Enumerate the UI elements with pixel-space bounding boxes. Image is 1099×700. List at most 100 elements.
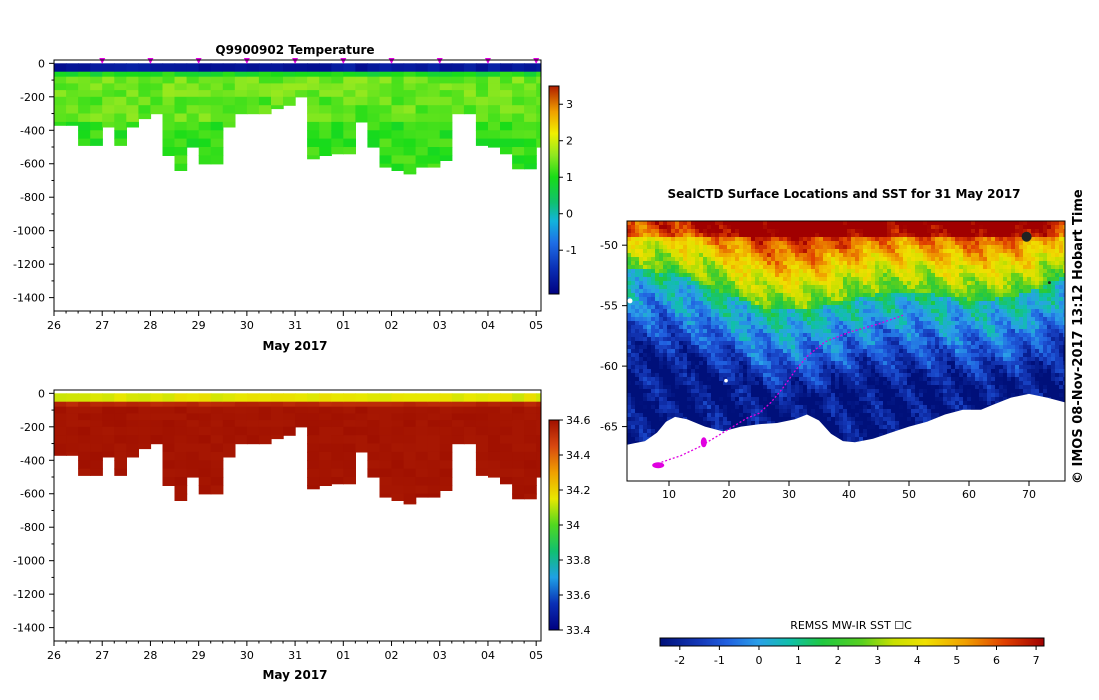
sst-cell <box>1063 229 1065 234</box>
sst-cell <box>879 309 884 314</box>
sst-cell <box>995 341 1000 346</box>
sst-cell <box>703 253 708 258</box>
sst-cell <box>679 261 684 266</box>
profile-cell <box>355 413 369 421</box>
profile-marker[interactable] <box>484 58 491 64</box>
profile-cell <box>524 76 537 84</box>
sst-cell <box>771 297 776 302</box>
sst-cell <box>991 333 996 338</box>
sst-cell <box>955 341 960 346</box>
sst-cell <box>1007 349 1012 354</box>
sst-cell <box>759 281 764 286</box>
profile-cell <box>463 420 477 428</box>
sst-cell <box>639 261 644 266</box>
sst-cell <box>1003 257 1008 262</box>
sst-cell <box>719 297 724 302</box>
sst-cell <box>927 229 932 234</box>
sst-cell <box>995 345 1000 350</box>
sst-cell <box>627 221 632 226</box>
sst-cell <box>1035 257 1040 262</box>
sst-cell <box>1023 341 1028 346</box>
profile-marker[interactable] <box>436 58 443 64</box>
sst-cell <box>1051 245 1056 250</box>
sst-cell <box>839 317 844 322</box>
sst-cell <box>955 325 960 330</box>
profile-cell <box>415 130 429 140</box>
sst-cell <box>1003 297 1008 302</box>
sst-cell <box>775 253 780 258</box>
profile-cell <box>234 426 248 436</box>
sst-cell <box>791 277 796 282</box>
sst-cell <box>731 229 736 234</box>
sst-cell <box>951 265 956 270</box>
sst-cell <box>763 349 768 354</box>
sst-cell <box>795 309 800 314</box>
sst-cell <box>1027 265 1032 270</box>
profile-cell <box>403 130 417 140</box>
sst-cell <box>963 269 968 274</box>
sst-cell <box>655 325 660 330</box>
sst-cell <box>1007 257 1012 262</box>
sst-cell <box>627 277 632 282</box>
profile-cell <box>379 435 393 445</box>
profile-cell <box>186 121 200 131</box>
sst-cell <box>819 229 824 234</box>
sst-cell <box>719 301 724 306</box>
sst-cell <box>947 285 952 290</box>
sst-cell <box>643 309 648 314</box>
sst-cell <box>635 225 640 230</box>
sst-cell <box>931 249 936 254</box>
profile-marker[interactable] <box>147 58 154 64</box>
sst-cell <box>839 265 844 270</box>
sst-cell <box>1023 225 1028 230</box>
sst-cell <box>659 269 664 274</box>
sst-cell <box>679 273 684 278</box>
sst-cell <box>959 265 964 270</box>
sst-cell <box>647 333 652 338</box>
profile-cell <box>367 138 381 148</box>
profile-marker[interactable] <box>388 58 395 64</box>
profile-marker[interactable] <box>292 58 299 64</box>
sst-cell <box>1047 337 1052 342</box>
sst-cell <box>1047 277 1052 282</box>
sst-cell <box>847 253 852 258</box>
sst-cell <box>739 249 744 254</box>
sst-cell <box>691 317 696 322</box>
sst-cell <box>739 349 744 354</box>
sst-cell <box>879 325 884 330</box>
sst-cell <box>1039 317 1044 322</box>
sst-cell <box>759 325 764 330</box>
profile-marker[interactable] <box>195 58 202 64</box>
sst-cell <box>687 253 692 258</box>
sst-cell <box>771 345 776 350</box>
sst-cell <box>983 277 988 282</box>
sst-cell <box>975 333 980 338</box>
sst-cell <box>971 281 976 286</box>
sst-cell <box>883 317 888 322</box>
profile-cell <box>246 71 260 78</box>
sst-cell <box>835 297 840 302</box>
sst-cell <box>835 325 840 330</box>
sst-cell <box>795 297 800 302</box>
profile-marker[interactable] <box>243 58 250 64</box>
sst-cell <box>847 257 852 262</box>
sst-cell <box>647 309 652 314</box>
sst-cell <box>655 233 660 238</box>
sst-cell <box>831 285 836 290</box>
sst-cell <box>675 237 680 242</box>
profile-marker[interactable] <box>340 58 347 64</box>
sst-cell <box>755 221 760 226</box>
profile-cell <box>343 63 356 73</box>
profile-marker[interactable] <box>99 58 106 64</box>
profile-cell <box>210 485 224 495</box>
sst-cell <box>811 293 816 298</box>
sst-cell <box>763 341 768 346</box>
sst-cell <box>1043 305 1048 310</box>
profile-cell <box>451 76 465 84</box>
sst-cell <box>691 337 696 342</box>
sst-cell <box>995 237 1000 242</box>
profile-cell <box>126 443 139 453</box>
profile-marker[interactable] <box>533 58 540 64</box>
sst-cell <box>635 273 640 278</box>
sst-cell <box>959 237 964 242</box>
